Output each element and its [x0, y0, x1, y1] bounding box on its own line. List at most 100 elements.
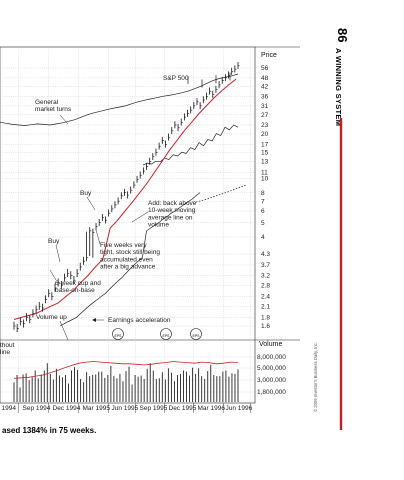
annotation-earnings-acceleration: Earnings acceleration	[108, 317, 171, 324]
price-tick-label: 20	[261, 131, 269, 138]
annotation-line: market turns	[35, 106, 72, 113]
page-number: 86	[335, 28, 350, 42]
volume-tick-label: 5,000,000	[257, 365, 286, 372]
annotation-without-line: thout line	[0, 342, 15, 356]
annotation-line: Buy	[80, 190, 92, 197]
annotation-line: Volume up	[36, 314, 67, 321]
price-tick-label: 3.2	[261, 273, 270, 280]
earnings-marker	[160, 328, 172, 340]
date-tick-label: Dec 1994	[53, 405, 81, 412]
date-tick-label: Mar 1995	[83, 405, 111, 412]
volume-bars	[13, 363, 239, 402]
leader-line	[59, 114, 69, 125]
moving-average-line	[13, 78, 237, 320]
sp500-label: S&P 500	[163, 75, 189, 82]
annotation-cup-base: 6-week cup and base-on-base	[55, 280, 101, 294]
leader-arrow	[92, 318, 96, 322]
leader-line	[95, 229, 101, 245]
price-tick-label: 11	[261, 169, 268, 176]
price-tick-label: 5	[261, 220, 265, 227]
date-tick-label: Jun 1996	[226, 405, 253, 412]
annotation-line: tight, stock still being	[100, 249, 160, 256]
price-tick-label: 8	[261, 190, 265, 197]
price-tick-label: 2.1	[261, 303, 270, 310]
relative-strength-projection	[195, 184, 247, 203]
price-tick-label: 36	[261, 93, 269, 100]
date-tick-label: Mar 1996	[198, 405, 226, 412]
copyright-note: © 2009 Investor's Business Daily, Inc.	[313, 342, 318, 412]
price-tick-label: 27	[261, 112, 269, 119]
annotation-buy-1: Buy	[80, 190, 92, 197]
price-tick-label: 31	[261, 103, 269, 110]
leader-line	[59, 320, 69, 341]
price-tick-label: 6	[261, 208, 265, 215]
sp500-markers	[187, 72, 231, 88]
annotation-general-market: General market turns	[35, 99, 72, 113]
price-tick-label: 10	[261, 176, 269, 183]
date-tick-label: Sep 1994	[23, 405, 51, 412]
leader-line	[49, 269, 57, 281]
annotation-line: Five weeks very	[100, 242, 147, 249]
relative-strength-line	[59, 192, 201, 327]
price-tick-label: 1.6	[261, 323, 270, 330]
annotation-add: Add: back above 10-week moving average lin…	[148, 200, 197, 229]
date-tick-label: Dec 1995	[169, 405, 197, 412]
earnings-marker-label: EPS	[114, 334, 122, 338]
earnings-marker-label: EPS	[192, 334, 200, 338]
price-tick-label: 4	[261, 234, 265, 241]
annotation-line: Earnings acceleration	[108, 317, 171, 324]
price-tick-label: 56	[261, 65, 269, 72]
annotation-line: General	[35, 99, 59, 106]
annotation-five-weeks: Five weeks very tight, stock still being a…	[100, 242, 160, 271]
annotation-line: volume	[148, 222, 169, 229]
annotation-line: 6-week cup and	[55, 280, 101, 287]
earnings-marker-label: EPS	[162, 334, 170, 338]
price-bars	[13, 62, 240, 333]
annotation-line: base-on-base	[55, 287, 95, 294]
running-head: A WINNING SYSTEM	[334, 48, 343, 126]
leader-line	[86, 196, 96, 211]
volume-tick-label: 3,000,000	[257, 377, 286, 384]
price-tick-label: 2.4	[261, 294, 270, 301]
price-tick-label: 1.8	[261, 315, 270, 322]
annotation-line: accumulated even	[100, 256, 153, 263]
earnings-marker	[190, 328, 202, 340]
annotation-line: Add: back above	[148, 200, 197, 207]
annotation-line: line	[0, 349, 11, 356]
price-tick-label: 48	[261, 75, 269, 82]
price-tick-label: 3.7	[261, 262, 270, 269]
date-tick-label: Jun 1995	[112, 405, 139, 412]
date-tick-label: 1994	[2, 405, 17, 412]
price-tick-label: 13	[261, 159, 269, 166]
volume-average-line	[13, 361, 239, 379]
price-tick-label: 4.3	[261, 251, 270, 258]
earnings-marker	[112, 328, 124, 340]
volume-axis: 8,000,000 5,000,000 3,000,000 1,800,000	[257, 354, 286, 396]
earnings-markers: EPS EPS EPS	[112, 328, 202, 340]
price-tick-label: 7	[261, 198, 265, 205]
annotation-line: Buy	[48, 238, 60, 245]
volume-tick-label: 8,000,000	[257, 354, 286, 361]
volume-scale-label: Volume	[259, 341, 282, 348]
price-tick-label: 23	[261, 122, 269, 129]
gridlines	[0, 47, 255, 403]
annotation-line: 10-week moving	[148, 207, 196, 214]
chart-frame	[0, 46, 256, 404]
price-tick-label: 15	[261, 150, 269, 157]
sp500-line	[0, 73, 239, 126]
price-scale-label: Price	[261, 52, 277, 59]
annotations: S&P 500 General market turns Buy Buy Add:…	[0, 75, 197, 356]
price-tick-label: 17	[261, 142, 269, 149]
annotation-line: thout	[0, 342, 15, 349]
leader-line	[55, 244, 61, 263]
annotation-buy-2: Buy	[48, 238, 60, 245]
price-tick-label: 42	[261, 84, 269, 91]
figure-caption: ased 1384% in 75 weeks.	[2, 426, 96, 435]
annotation-line: after a big advance	[100, 264, 156, 271]
volume-tick-label: 1,800,000	[257, 389, 286, 396]
date-tick-label: Sep 1995	[140, 405, 168, 412]
date-axis: 1994 Sep 1994 Dec 1994 Mar 1995 Jun 1995 Sep …	[2, 403, 253, 413]
earnings-line	[142, 124, 239, 166]
leader-line	[131, 211, 149, 223]
